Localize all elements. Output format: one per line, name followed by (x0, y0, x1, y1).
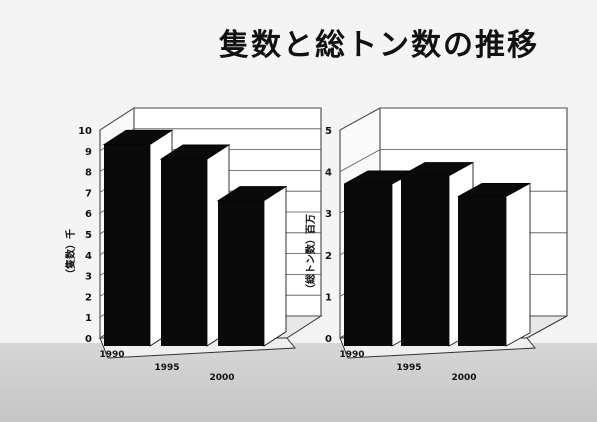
x-tick-label: 1995 (396, 363, 421, 373)
bar (344, 184, 392, 346)
x-tick-label: 1990 (99, 350, 124, 360)
y-tick-label: 9 (85, 147, 92, 158)
chart-1: 0 1 2 3 4 5 6 7 8 9 10 1990 1995 2000 （隻数）千 (64, 107, 323, 383)
y-tick-label: 4 (325, 168, 332, 179)
bar (218, 200, 264, 346)
gridline (99, 107, 321, 131)
y-tick-label: 6 (85, 209, 92, 220)
y-tick-label: 0 (85, 334, 92, 345)
floor-band (0, 343, 597, 422)
y-tick-label: 5 (85, 230, 92, 241)
bar (458, 196, 506, 346)
bar-side (505, 182, 531, 347)
y-tick-label: 0 (325, 334, 332, 345)
x-tick-label: 2000 (209, 373, 234, 383)
y-axis-label: （隻数）千 (64, 229, 77, 279)
y-axis-label: （総トン数）百万 (304, 214, 317, 294)
y-tick-label: 8 (85, 168, 92, 179)
x-tick-label: 1990 (339, 350, 364, 360)
y-tick-label: 4 (85, 251, 92, 262)
chart-2: 0 1 2 3 4 5 1990 1995 2000 （総トン数）百万 (304, 107, 568, 383)
y-tick-label: 1 (85, 313, 92, 324)
gridline (339, 107, 567, 131)
bar (401, 175, 449, 346)
y-tick-label: 3 (85, 272, 92, 283)
bar (104, 144, 150, 346)
x-tick-label: 2000 (451, 373, 476, 383)
y-tick-label: 3 (325, 209, 332, 220)
y-tick-label: 2 (85, 292, 92, 303)
x-tick-label: 1995 (154, 363, 179, 373)
y-tick-label: 1 (325, 292, 332, 303)
y-tick-label: 7 (85, 188, 92, 199)
bar (161, 159, 207, 346)
y-tick-label: 5 (325, 126, 332, 137)
slide-title: 隻数と総トン数の推移 (219, 28, 539, 63)
gridline (339, 149, 567, 172)
y-tick-label: 10 (78, 126, 92, 137)
y-tick-label: 2 (325, 251, 332, 262)
bar-side (263, 185, 287, 347)
